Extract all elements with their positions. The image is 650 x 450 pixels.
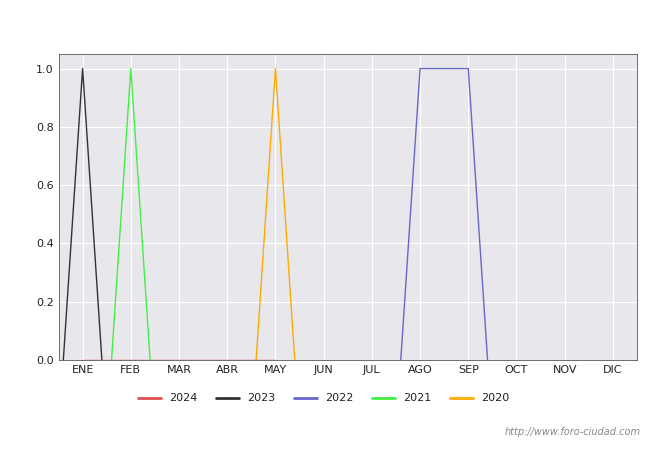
Text: 2021: 2021: [403, 393, 431, 403]
Text: http://www.foro-ciudad.com: http://www.foro-ciudad.com: [504, 427, 640, 437]
Text: 2020: 2020: [481, 393, 509, 403]
Text: 2023: 2023: [247, 393, 275, 403]
Text: 2024: 2024: [169, 393, 198, 403]
Text: Matriculaciones de Vehiculos en Cristóbal: Matriculaciones de Vehiculos en Cristóba…: [166, 15, 484, 30]
Text: 2022: 2022: [325, 393, 354, 403]
